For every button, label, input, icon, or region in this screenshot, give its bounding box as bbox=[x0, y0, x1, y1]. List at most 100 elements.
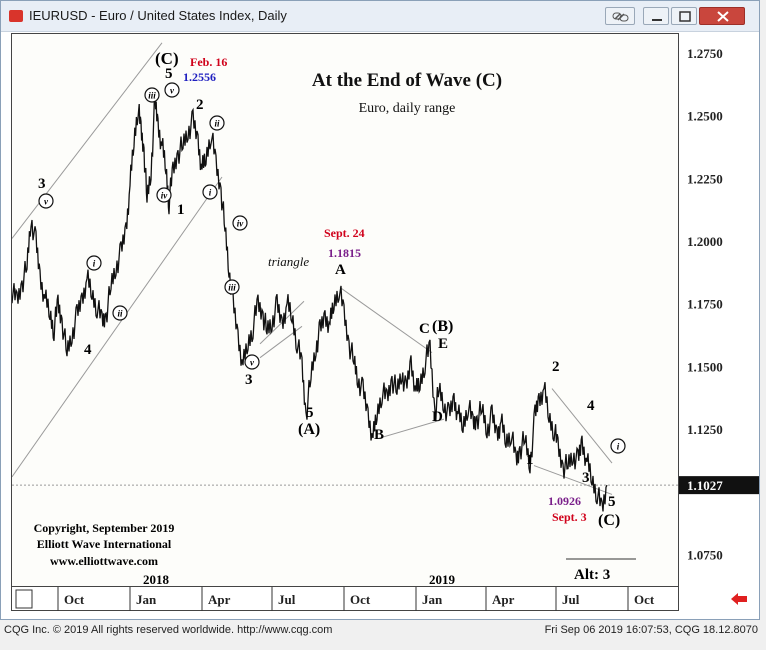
current-price-label: 1.1027 bbox=[687, 478, 723, 493]
arrow-left-icon bbox=[731, 593, 747, 605]
peak-date-label: Feb. 16 bbox=[190, 55, 227, 69]
title-bar[interactable]: IEURUSD - Euro / United States Index, Da… bbox=[1, 1, 759, 32]
footer-copyright: CQG Inc. © 2019 All rights reserved worl… bbox=[4, 624, 333, 636]
svg-text:ii: ii bbox=[117, 309, 123, 319]
price-chart: At the End of Wave (C) Euro, daily range… bbox=[11, 42, 678, 587]
price-axis: 1.2750 1.2500 1.2250 1.2000 1.1750 1.1500 1.12… bbox=[679, 33, 759, 587]
plot-area[interactable]: At the End of Wave (C) Euro, daily range… bbox=[11, 33, 679, 587]
wave-label: 4 bbox=[587, 398, 595, 414]
link-button[interactable] bbox=[605, 7, 635, 25]
roman-label: iii bbox=[224, 279, 240, 295]
wave-label: C bbox=[419, 321, 430, 337]
a-price-label: 1.1815 bbox=[328, 246, 361, 260]
low-date-label: Sept. 3 bbox=[552, 510, 587, 524]
price-series bbox=[11, 89, 608, 512]
roman-label: ii bbox=[112, 305, 128, 321]
svg-text:iv: iv bbox=[237, 219, 245, 229]
wave-label: 2 bbox=[552, 359, 560, 375]
trend-line bbox=[377, 418, 445, 439]
x-tick-label: Oct bbox=[64, 592, 85, 607]
wave-label: 5 bbox=[306, 405, 314, 421]
trend-line bbox=[533, 465, 613, 495]
y-tick-label: 1.0750 bbox=[687, 548, 723, 563]
link-icon bbox=[612, 12, 629, 22]
wave-labels: (C) 5 2 1 3 4 3 5 (A) A B C (B) D E 1 2 … bbox=[38, 49, 620, 529]
close-button[interactable] bbox=[699, 7, 745, 25]
roman-label: i bbox=[610, 438, 626, 454]
triangle-label: triangle bbox=[268, 254, 309, 269]
copyright-line-1: Copyright, September 2019 bbox=[34, 521, 175, 535]
price-line bbox=[11, 89, 608, 512]
chart-subtitle: Euro, daily range bbox=[359, 101, 456, 116]
y-tick-label: 1.1500 bbox=[687, 359, 723, 374]
x-axis: Oct Jan Apr Jul Oct Jan Apr Jul Oct bbox=[15, 587, 655, 611]
chart-window: IEURUSD - Euro / United States Index, Da… bbox=[0, 0, 760, 620]
wave-label: 5 bbox=[608, 494, 616, 510]
svg-text:iii: iii bbox=[228, 283, 236, 293]
x-tick-label: Oct bbox=[350, 592, 371, 607]
y-tick-label: 1.2750 bbox=[687, 46, 723, 61]
x-tick-label: Apr bbox=[208, 592, 231, 607]
roman-label: i bbox=[86, 255, 102, 271]
x-axis-start-box bbox=[15, 589, 33, 609]
x-tick-label: Jul bbox=[562, 592, 580, 607]
wave-label: D bbox=[432, 409, 443, 425]
a-date-label: Sept. 24 bbox=[324, 226, 365, 240]
roman-label: ii bbox=[209, 115, 225, 131]
wave-label: 3 bbox=[245, 372, 253, 388]
svg-text:v: v bbox=[250, 358, 255, 368]
wave-label: 5 bbox=[165, 66, 173, 82]
svg-text:ii: ii bbox=[214, 119, 220, 129]
wave-label: 1 bbox=[526, 452, 534, 468]
roman-label: i bbox=[202, 184, 218, 200]
wave-label: (C) bbox=[598, 512, 620, 529]
roman-label: v bbox=[244, 354, 260, 370]
trend-line bbox=[11, 42, 163, 239]
svg-text:i: i bbox=[93, 259, 96, 269]
current-price-box bbox=[679, 476, 759, 495]
scroll-left-button[interactable] bbox=[729, 591, 749, 612]
trend-line bbox=[339, 287, 433, 354]
wave-label: A bbox=[335, 262, 346, 278]
x-tick-label: Jul bbox=[278, 592, 296, 607]
roman-label: iv bbox=[232, 215, 248, 231]
wave-label: B bbox=[374, 427, 384, 443]
minimize-button[interactable] bbox=[643, 7, 669, 25]
trend-line bbox=[551, 388, 613, 464]
chart-title: At the End of Wave (C) bbox=[312, 70, 502, 91]
window-title: IEURUSD - Euro / United States Index, Da… bbox=[29, 8, 287, 23]
roman-label: iii bbox=[144, 87, 160, 103]
low-price-label: 1.0926 bbox=[548, 494, 581, 508]
x-tick-label: Jan bbox=[422, 592, 443, 607]
maximize-icon bbox=[679, 11, 691, 22]
svg-text:v: v bbox=[44, 197, 49, 207]
wave-label: 1 bbox=[177, 202, 185, 218]
copyright-line-3: www.elliottwave.com bbox=[50, 554, 158, 568]
x-tick-label: Jan bbox=[136, 592, 157, 607]
svg-text:iii: iii bbox=[148, 91, 156, 101]
roman-label: v bbox=[38, 193, 54, 209]
footer-timestamp: Fri Sep 06 2019 16:07:53, CQG 18.12.8070 bbox=[544, 624, 758, 636]
wave-label: 4 bbox=[84, 342, 92, 358]
wave-label: E bbox=[438, 336, 448, 352]
wave-label: (C) bbox=[155, 49, 179, 68]
y-axis: 1.2750 1.2500 1.2250 1.2000 1.1750 1.1500 1.12… bbox=[679, 46, 759, 563]
roman-label: iv bbox=[156, 187, 172, 203]
svg-text:i: i bbox=[209, 188, 212, 198]
minimize-icon bbox=[652, 19, 662, 21]
x-tick-label: Oct bbox=[634, 592, 655, 607]
maximize-button[interactable] bbox=[671, 7, 697, 25]
trend-line bbox=[11, 176, 223, 478]
copyright-line-2: Elliott Wave International bbox=[37, 537, 172, 551]
year-label-2018: 2018 bbox=[143, 572, 170, 586]
svg-text:v: v bbox=[170, 86, 175, 96]
year-label-2019: 2019 bbox=[429, 572, 456, 586]
time-axis[interactable]: Oct Jan Apr Jul Oct Jan Apr Jul Oct bbox=[11, 587, 679, 611]
app-icon bbox=[9, 10, 23, 22]
alt-label: Alt: 3 bbox=[574, 567, 610, 583]
y-tick-label: 1.1750 bbox=[687, 297, 723, 312]
wave-label: (A) bbox=[298, 421, 320, 438]
wave-label: 3 bbox=[38, 176, 46, 192]
y-tick-label: 1.2000 bbox=[687, 234, 723, 249]
